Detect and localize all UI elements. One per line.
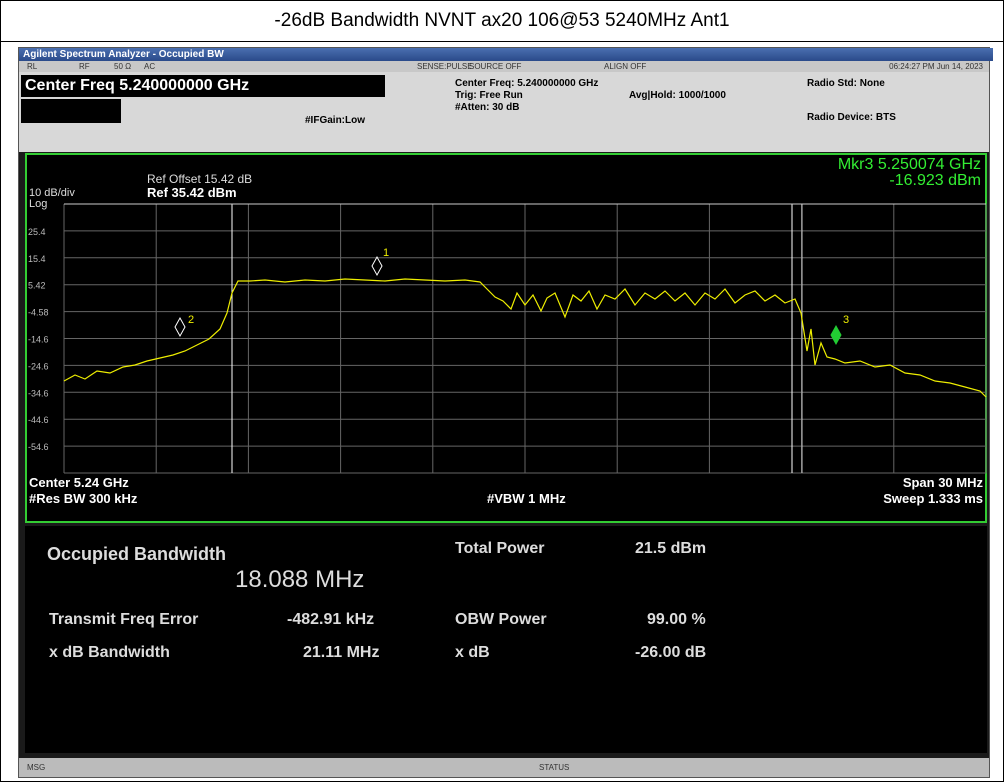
radio-device: Radio Device: BTS <box>807 112 896 123</box>
obw-power-label: OBW Power <box>455 611 547 628</box>
y-label: 5.42 <box>28 281 46 291</box>
center: Center 5.24 GHz <box>29 475 129 490</box>
xdb-bw-value: 21.11 MHz <box>303 644 380 661</box>
scale: 10 dB/div <box>29 187 75 199</box>
atten: #Atten: 30 dB <box>455 102 520 113</box>
freq-error-label: Transmit Freq Error <box>49 611 199 628</box>
obw-power-value: 99.00 % <box>647 611 706 628</box>
y-label: 15.4 <box>28 254 46 264</box>
marker-diamond <box>371 255 383 277</box>
log: Log <box>29 198 47 210</box>
total-power-value: 21.5 dBm <box>635 540 707 557</box>
page-title: -26dB Bandwidth NVNT ax20 106@53 5240MHz… <box>1 1 1003 42</box>
res-bw: #Res BW 300 kHz <box>29 491 138 506</box>
y-label: -44.6 <box>28 415 49 425</box>
obw-label: Occupied Bandwidth <box>47 544 227 564</box>
if-gain: #IFGain:Low <box>305 115 365 126</box>
status-item: ALIGN OFF <box>604 62 647 71</box>
obw-value: 18.088 MHz <box>235 566 365 593</box>
timestamp: 06:24:27 PM Jun 14, 2023 <box>889 62 983 71</box>
trig: Trig: Free Run <box>455 90 523 101</box>
status-item: SOURCE OFF <box>469 62 522 71</box>
xdb-bw-label: x dB Bandwidth <box>49 644 170 661</box>
graph: 25.4 15.4 5.42 -4.58 -14.6 -24.6 -34.6 -44.6 -54… <box>25 153 987 523</box>
statusbar: MSG STATUS <box>19 758 989 777</box>
avg-hold: Avg|Hold: 1000/1000 <box>629 90 726 101</box>
status-item: AC <box>144 62 156 71</box>
analyzer-window: Agilent Spectrum Analyzer - Occupied BW … <box>18 47 993 778</box>
ref-offset: Ref Offset 15.42 dB <box>147 172 252 186</box>
marker-diamond <box>174 316 186 338</box>
grid <box>63 203 987 474</box>
sweep: Sweep 1.333 ms <box>883 491 983 506</box>
marker-label: 2 <box>188 314 194 326</box>
status-item: SENSE:PULSE <box>417 62 473 71</box>
xdb-label: x dB <box>455 644 490 661</box>
marker-value: -16.923 dBm <box>889 172 981 189</box>
total-power-label: Total Power <box>455 540 545 557</box>
freq-error-value: -482.91 kHz <box>287 611 375 628</box>
marker-label: 1 <box>383 247 389 259</box>
radio-std: Radio Std: None <box>807 78 885 89</box>
marker-label: 3 <box>843 314 849 326</box>
status-item: 50 Ω <box>114 62 132 71</box>
graph-labels: 25.4 15.4 5.42 -4.58 -14.6 -24.6 -34.6 -44.6 -54… <box>28 156 983 506</box>
vbw: #VBW 1 MHz <box>487 491 566 506</box>
y-label: -54.6 <box>28 442 49 452</box>
ref-level: Ref 35.42 dBm <box>147 185 237 200</box>
center-freq: Center Freq 5.240000000 GHz <box>21 75 385 97</box>
trace <box>63 278 987 398</box>
window-title: Agilent Spectrum Analyzer - Occupied BW <box>19 48 993 61</box>
y-label: 25.4 <box>28 227 46 237</box>
y-label: -14.6 <box>28 335 49 345</box>
y-label: -24.6 <box>28 361 49 371</box>
results: Occupied Bandwidth 18.088 MHz Total Powe… <box>25 526 987 753</box>
header: Center Freq 5.240000000 GHz #IFGain:Low … <box>19 72 989 152</box>
marker-diamond <box>830 324 842 346</box>
y-label: -4.58 <box>28 308 49 318</box>
status: STATUS <box>539 763 570 772</box>
msg: MSG <box>27 763 46 772</box>
center-freq-info: Center Freq: 5.240000000 GHz <box>455 78 599 89</box>
status-row: RL RF 50 Ω AC SENSE:PULSE SOURCE OFF ALI… <box>19 61 989 72</box>
y-label: -34.6 <box>28 388 49 398</box>
span: Span 30 MHz <box>903 475 984 490</box>
status-item: RL <box>27 62 38 71</box>
softkey-box <box>21 99 121 123</box>
marker-readout: Mkr3 5.250074 GHz <box>838 156 981 173</box>
status-item: RF <box>79 62 90 71</box>
xdb-value: -26.00 dB <box>635 644 707 661</box>
